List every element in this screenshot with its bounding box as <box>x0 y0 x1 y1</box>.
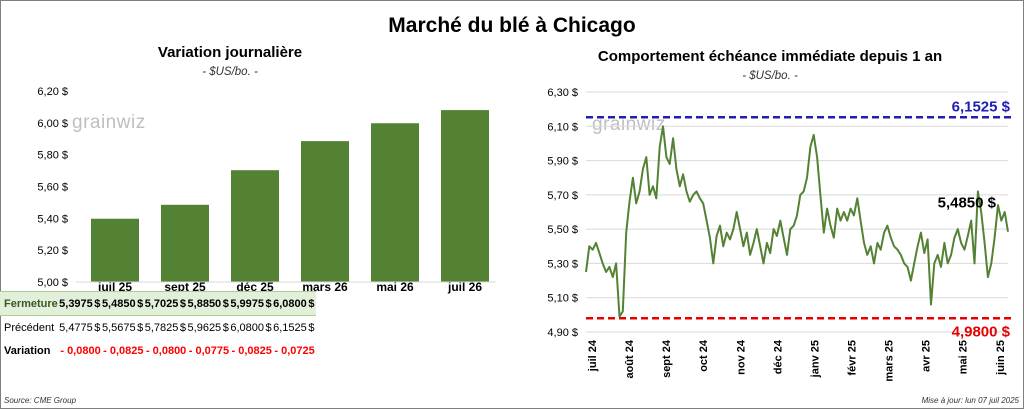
bar <box>91 218 139 282</box>
cell-value: 6,0800 <box>273 291 307 316</box>
x-tick-label: déc 24 <box>772 339 784 374</box>
cell-unit: $ <box>178 291 188 316</box>
x-tick-label: déc 25 <box>236 280 274 294</box>
x-tick-label: nov 24 <box>735 339 747 375</box>
cell-value: - 0,0825 <box>231 344 272 357</box>
row-label: Fermeture <box>0 291 60 316</box>
left-chart-title: Variation journalière <box>157 44 303 61</box>
row-fermeture: Fermeture 5,3975 $ 5,4850 $ 5,7025 $ 5,8850… <box>0 291 316 316</box>
bar <box>301 141 349 282</box>
y-tick-label: 5,20 $ <box>37 245 68 257</box>
cell-value: 5,9975 <box>230 291 264 316</box>
left-chart-unit: - $US/bo. - <box>202 66 258 78</box>
cell-value: 5,4775 <box>59 321 93 334</box>
cell-value: 5,8850 <box>187 291 222 316</box>
bar <box>441 110 489 282</box>
y-tick-label: 5,40 $ <box>37 213 68 225</box>
reference-label: 4,9800 $ <box>952 323 1011 340</box>
cell-unit: $ <box>179 321 187 334</box>
cell-value: 5,4850 <box>101 291 136 316</box>
cell-value: - 0,0725 <box>274 344 315 357</box>
cell-unit: $ <box>306 291 316 316</box>
cell-value: 5,7825 <box>144 321 179 334</box>
y-tick-label: 5,10 $ <box>547 293 578 305</box>
y-tick-label: 6,00 $ <box>37 118 68 130</box>
cell-unit: $ <box>265 321 272 334</box>
price-table: Fermeture 5,3975 $ 5,4850 $ 5,7025 $ 5,8850… <box>0 291 316 362</box>
bar <box>161 204 209 282</box>
y-tick-label: 4,90 $ <box>547 327 578 339</box>
row-precedent: Précédent 5,4775 $ 5,5675 $ 5,7825 $ 5,9625… <box>0 316 316 340</box>
row-label: Variation <box>4 344 51 357</box>
x-tick-label: sept 25 <box>164 280 206 294</box>
cell-value: 6,1525 <box>273 321 307 334</box>
main-title: Marché du blé à Chicago <box>388 14 636 37</box>
x-tick-label: mars 26 <box>302 280 348 294</box>
cell-value: - 0,0775 <box>188 344 230 357</box>
bar <box>371 123 419 282</box>
x-tick-label: juin 25 <box>995 340 1007 376</box>
source-note: Source: CME Group <box>4 396 77 405</box>
row-label: Précédent <box>4 321 55 334</box>
reference-label: 6,1525 $ <box>952 98 1011 115</box>
y-tick-label: 5,30 $ <box>547 258 578 270</box>
y-tick-label: 5,90 $ <box>547 156 578 168</box>
x-tick-label: mai 26 <box>376 280 414 294</box>
x-tick-label: mars 25 <box>884 340 896 382</box>
cell-unit: $ <box>308 321 315 334</box>
x-tick-label: sept 24 <box>661 339 673 378</box>
cell-value: 5,9625 <box>187 321 222 334</box>
cell-value: 5,5675 <box>101 321 136 334</box>
x-tick-label: août 24 <box>624 339 636 378</box>
y-tick-label: 5,00 $ <box>37 277 68 289</box>
cell-unit: $ <box>222 321 229 334</box>
y-tick-label: 6,30 $ <box>547 87 578 99</box>
cell-value: 5,7025 <box>144 291 179 316</box>
cell-unit: $ <box>263 291 274 316</box>
x-tick-label: juil 24 <box>587 339 599 372</box>
update-note: Mise à jour: lun 07 juil 2025 <box>921 396 1019 405</box>
row-variation: Variation - 0,0800 - 0,0825 - 0,0800 - 0… <box>0 339 316 362</box>
cell-unit: $ <box>221 291 231 316</box>
x-tick-label: juil 25 <box>97 280 132 294</box>
bar <box>231 170 279 282</box>
y-tick-label: 5,60 $ <box>37 182 68 194</box>
cell-unit: $ <box>135 291 145 316</box>
cell-value: - 0,0800 <box>60 344 101 357</box>
x-tick-label: juil 26 <box>447 280 482 294</box>
x-tick-label: mai 25 <box>958 340 970 374</box>
price-line <box>585 125 1009 318</box>
x-tick-label: avr 25 <box>921 340 933 372</box>
cell-unit: $ <box>137 321 144 334</box>
right-chart-title: Comportement échéance immédiate depuis 1… <box>597 48 943 65</box>
bar-chart: 5,00 $ 5,20 $ 5,40 $ 5,60 $ 5,80 $ 6,00 $ 6,20… <box>37 86 496 294</box>
cell-unit: $ <box>94 321 101 334</box>
y-tick-label: 5,80 $ <box>37 150 68 162</box>
cell-value: - 0,0800 <box>145 344 187 357</box>
x-tick-label: oct 24 <box>698 339 710 372</box>
cell-value: 6,0800 <box>230 321 264 334</box>
y-tick-label: 6,10 $ <box>547 121 578 133</box>
last-value-label: 5,4850 $ <box>938 195 997 212</box>
x-tick-label: janv 25 <box>809 340 821 378</box>
x-tick-label: févr 25 <box>847 340 859 375</box>
cell-value: - 0,0825 <box>103 344 144 357</box>
y-tick-label: 5,50 $ <box>547 224 578 236</box>
line-chart: 4,90 $ 5,10 $ 5,30 $ 5,50 $ 5,70 $ 5,90 $ 6,10… <box>547 87 1012 382</box>
y-tick-label: 6,20 $ <box>37 86 68 98</box>
right-chart-unit: - $US/bo. - <box>742 70 798 82</box>
right-logo: grainwiz <box>592 114 666 135</box>
cell-value: 5,3975 <box>59 291 93 316</box>
cell-unit: $ <box>92 291 102 316</box>
left-logo: grainwiz <box>72 112 146 133</box>
y-tick-label: 5,70 $ <box>547 190 578 202</box>
